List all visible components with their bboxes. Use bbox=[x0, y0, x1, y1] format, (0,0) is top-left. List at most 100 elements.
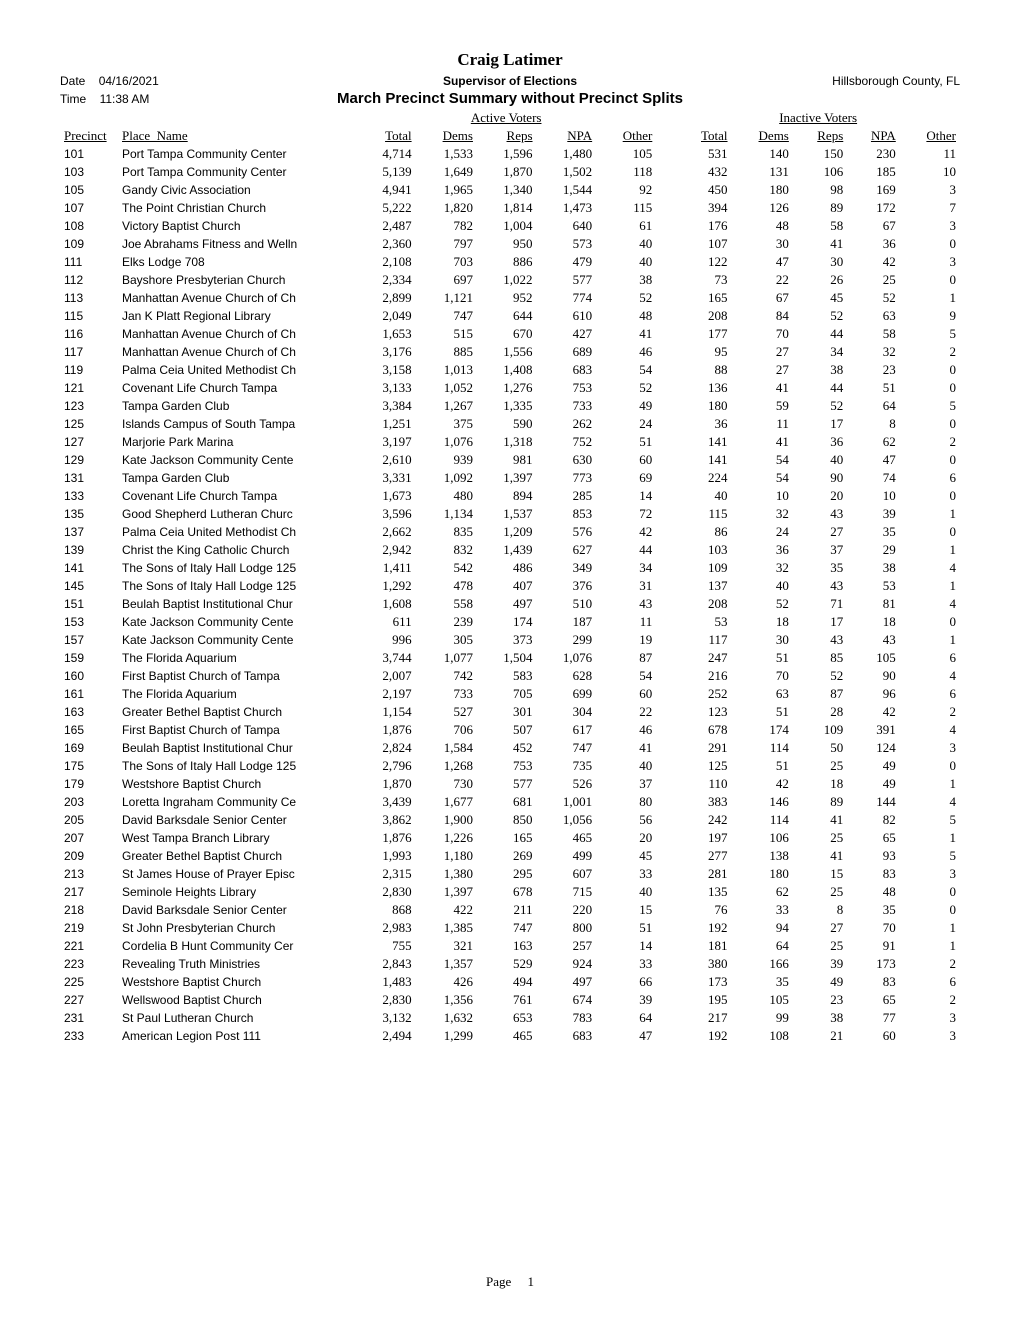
cell-inactive-reps: 44 bbox=[793, 379, 847, 397]
cell-active-npa: 499 bbox=[537, 847, 597, 865]
cell-place: Christ the King Catholic Church bbox=[118, 541, 356, 559]
cell-precinct: 231 bbox=[60, 1009, 118, 1027]
cell-active-reps: 373 bbox=[477, 631, 537, 649]
cell-inactive-other: 1 bbox=[900, 631, 960, 649]
cell-active-npa: 800 bbox=[537, 919, 597, 937]
cell-inactive-total: 115 bbox=[676, 505, 731, 523]
table-row: 161The Florida Aquarium2,197733705699602… bbox=[60, 685, 960, 703]
cell-active-total: 4,941 bbox=[356, 181, 416, 199]
cell-inactive-total: 110 bbox=[676, 775, 731, 793]
cell-active-reps: 747 bbox=[477, 919, 537, 937]
cell-inactive-total: 217 bbox=[676, 1009, 731, 1027]
table-row: 119Palma Ceia United Methodist Ch3,1581,… bbox=[60, 361, 960, 379]
cell-active-total: 2,049 bbox=[356, 307, 416, 325]
cell-active-other: 14 bbox=[596, 487, 656, 505]
cell-active-dems: 885 bbox=[416, 343, 477, 361]
cell-active-total: 755 bbox=[356, 937, 416, 955]
cell-inactive-reps: 8 bbox=[793, 901, 847, 919]
cell-active-dems: 1,134 bbox=[416, 505, 477, 523]
table-row: 169Beulah Baptist Institutional Chur2,82… bbox=[60, 739, 960, 757]
cell-active-total: 3,132 bbox=[356, 1009, 416, 1027]
cell-precinct: 113 bbox=[60, 289, 118, 307]
cell-inactive-dems: 140 bbox=[732, 145, 793, 163]
page-number: 1 bbox=[528, 1274, 535, 1289]
cell-active-dems: 1,267 bbox=[416, 397, 477, 415]
cell-active-npa: 304 bbox=[537, 703, 597, 721]
date-label: Date bbox=[60, 74, 85, 88]
cell-active-total: 2,843 bbox=[356, 955, 416, 973]
cell-active-total: 2,983 bbox=[356, 919, 416, 937]
subheader-row-2: Time 11:38 AM March Precinct Summary wit… bbox=[60, 90, 960, 107]
cell-active-npa: 1,480 bbox=[537, 145, 597, 163]
cell-precinct: 133 bbox=[60, 487, 118, 505]
cell-active-npa: 262 bbox=[537, 415, 597, 433]
cell-spacer bbox=[656, 343, 676, 361]
cell-inactive-reps: 25 bbox=[793, 829, 847, 847]
cell-place: The Point Christian Church bbox=[118, 199, 356, 217]
cell-active-dems: 1,965 bbox=[416, 181, 477, 199]
cell-inactive-npa: 32 bbox=[847, 343, 900, 361]
cell-spacer bbox=[656, 163, 676, 181]
cell-inactive-other: 6 bbox=[900, 973, 960, 991]
cell-active-reps: 486 bbox=[477, 559, 537, 577]
cell-inactive-total: 208 bbox=[676, 595, 731, 613]
cell-place: First Baptist Church of Tampa bbox=[118, 667, 356, 685]
cell-inactive-reps: 41 bbox=[793, 811, 847, 829]
group-header-row: Active Voters Inactive Voters bbox=[60, 109, 960, 127]
cell-inactive-total: 107 bbox=[676, 235, 731, 253]
cell-precinct: 112 bbox=[60, 271, 118, 289]
cell-place: The Florida Aquarium bbox=[118, 685, 356, 703]
cell-active-npa: 349 bbox=[537, 559, 597, 577]
cell-active-reps: 583 bbox=[477, 667, 537, 685]
cell-inactive-npa: 39 bbox=[847, 505, 900, 523]
cell-inactive-total: 380 bbox=[676, 955, 731, 973]
cell-inactive-npa: 185 bbox=[847, 163, 900, 181]
cell-precinct: 153 bbox=[60, 613, 118, 631]
cell-spacer bbox=[656, 613, 676, 631]
cell-active-reps: 653 bbox=[477, 1009, 537, 1027]
cell-inactive-dems: 84 bbox=[732, 307, 793, 325]
cell-active-npa: 753 bbox=[537, 379, 597, 397]
cell-place: Beulah Baptist Institutional Chur bbox=[118, 739, 356, 757]
table-row: 153Kate Jackson Community Cente611239174… bbox=[60, 613, 960, 631]
cell-inactive-npa: 96 bbox=[847, 685, 900, 703]
cell-inactive-other: 3 bbox=[900, 865, 960, 883]
cell-inactive-npa: 25 bbox=[847, 271, 900, 289]
cell-active-other: 15 bbox=[596, 901, 656, 919]
cell-inactive-other: 1 bbox=[900, 829, 960, 847]
table-row: 213St James House of Prayer Episc2,3151,… bbox=[60, 865, 960, 883]
table-row: 227Wellswood Baptist Church2,8301,356761… bbox=[60, 991, 960, 1009]
cell-spacer bbox=[656, 199, 676, 217]
table-row: 117Manhattan Avenue Church of Ch3,176885… bbox=[60, 343, 960, 361]
table-row: 105Gandy Civic Association4,9411,9651,34… bbox=[60, 181, 960, 199]
cell-active-total: 2,334 bbox=[356, 271, 416, 289]
cell-active-other: 34 bbox=[596, 559, 656, 577]
cell-active-reps: 577 bbox=[477, 775, 537, 793]
cell-inactive-total: 173 bbox=[676, 973, 731, 991]
cell-place: Revealing Truth Ministries bbox=[118, 955, 356, 973]
cell-active-other: 31 bbox=[596, 577, 656, 595]
cell-active-reps: 1,335 bbox=[477, 397, 537, 415]
table-row: 133Covenant Life Church Tampa1,673480894… bbox=[60, 487, 960, 505]
cell-active-reps: 1,408 bbox=[477, 361, 537, 379]
cell-active-other: 37 bbox=[596, 775, 656, 793]
cell-active-reps: 1,556 bbox=[477, 343, 537, 361]
cell-precinct: 157 bbox=[60, 631, 118, 649]
cell-active-reps: 1,537 bbox=[477, 505, 537, 523]
table-row: 217Seminole Heights Library2,8301,397678… bbox=[60, 883, 960, 901]
cell-precinct: 129 bbox=[60, 451, 118, 469]
cell-inactive-other: 0 bbox=[900, 271, 960, 289]
cell-inactive-other: 0 bbox=[900, 361, 960, 379]
cell-active-total: 4,714 bbox=[356, 145, 416, 163]
cell-spacer bbox=[656, 991, 676, 1009]
cell-active-dems: 1,677 bbox=[416, 793, 477, 811]
cell-inactive-npa: 90 bbox=[847, 667, 900, 685]
cell-inactive-other: 1 bbox=[900, 289, 960, 307]
table-row: 129Kate Jackson Community Cente2,6109399… bbox=[60, 451, 960, 469]
cell-inactive-other: 9 bbox=[900, 307, 960, 325]
cell-inactive-dems: 33 bbox=[732, 901, 793, 919]
col-spacer bbox=[656, 127, 676, 145]
cell-precinct: 119 bbox=[60, 361, 118, 379]
cell-active-reps: 1,276 bbox=[477, 379, 537, 397]
cell-active-dems: 1,632 bbox=[416, 1009, 477, 1027]
